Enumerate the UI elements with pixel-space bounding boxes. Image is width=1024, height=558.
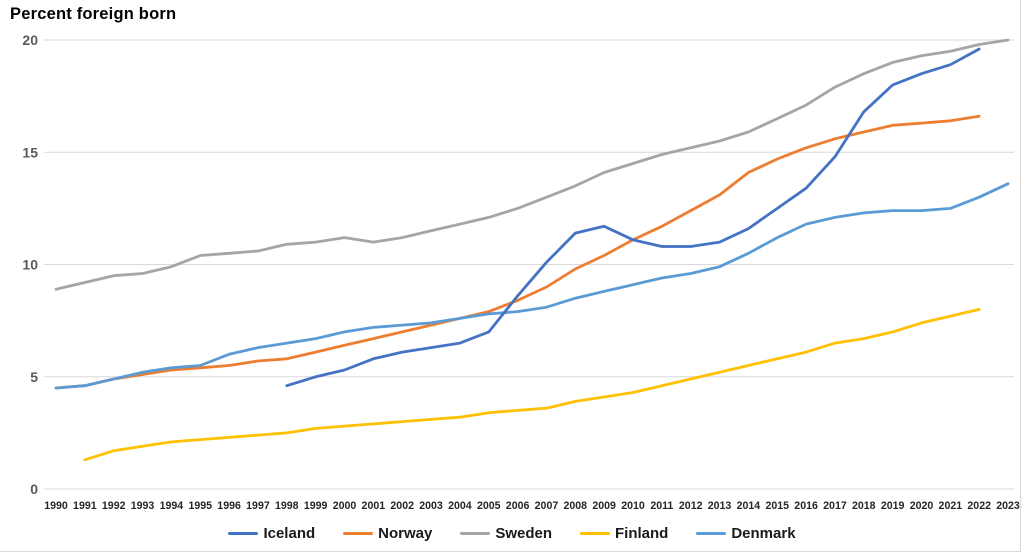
y-tick-label-0: 0	[30, 481, 38, 497]
x-tick-label-2022: 2022	[967, 500, 991, 512]
x-tick-label-2015: 2015	[765, 500, 789, 512]
x-tick-label-1994: 1994	[160, 500, 184, 512]
legend-label: Sweden	[495, 525, 553, 542]
x-tick-label-2006: 2006	[506, 500, 530, 512]
x-tick-label-2016: 2016	[794, 500, 818, 512]
x-tick-label-2011: 2011	[650, 500, 673, 512]
legend-label: Denmark	[731, 525, 796, 542]
legend-swatch-finland	[580, 532, 611, 535]
x-tick-label-2008: 2008	[564, 500, 588, 512]
legend-item-sweden: Sweden	[460, 525, 552, 542]
x-tick-label-2001: 2001	[362, 500, 386, 512]
x-tick-label-1998: 1998	[275, 500, 299, 512]
x-tick-label-2019: 2019	[881, 500, 905, 512]
x-tick-label-1995: 1995	[188, 500, 212, 512]
legend-label: Finland	[615, 525, 669, 542]
legend-label: Iceland	[263, 525, 316, 542]
y-tick-label-15: 15	[22, 144, 38, 160]
x-tick-label-2023: 2023	[996, 500, 1020, 512]
x-tick-label-1999: 1999	[304, 500, 328, 512]
series-line-iceland	[285, 47, 981, 388]
x-tick-label-2000: 2000	[333, 500, 357, 512]
x-tick-label-1996: 1996	[217, 500, 241, 512]
x-tick-label-2018: 2018	[852, 500, 876, 512]
legend-item-iceland: Iceland	[228, 525, 315, 542]
series-line-finland	[83, 307, 981, 462]
legend-label: Norway	[378, 525, 433, 542]
x-tick-label-2003: 2003	[419, 500, 443, 512]
legend-item-finland: Finland	[580, 525, 668, 542]
x-tick-label-2009: 2009	[592, 500, 616, 512]
series-line-denmark	[54, 182, 1010, 390]
legend-swatch-sweden	[460, 532, 491, 535]
x-tick-label-1993: 1993	[131, 500, 155, 512]
x-tick-label-2004: 2004	[448, 500, 472, 512]
legend-swatch-norway	[343, 532, 374, 535]
legend-item-norway: Norway	[343, 525, 432, 542]
y-tick-label-5: 5	[30, 369, 38, 385]
x-tick-label-2017: 2017	[823, 500, 847, 512]
chart-title: Percent foreign born	[10, 5, 177, 23]
legend-swatch-iceland	[228, 532, 259, 535]
x-tick-label-1991: 1991	[73, 500, 97, 512]
series-line-norway	[54, 114, 981, 390]
x-tick-label-2014: 2014	[737, 500, 761, 512]
y-tick-label-10: 10	[22, 257, 38, 273]
x-tick-label-2020: 2020	[910, 500, 934, 512]
x-tick-label-1990: 1990	[44, 500, 68, 512]
legend-swatch-denmark	[696, 532, 727, 535]
x-tick-label-1997: 1997	[246, 500, 270, 512]
x-tick-label-2013: 2013	[708, 500, 732, 512]
y-tick-label-20: 20	[22, 32, 38, 48]
x-tick-label-2007: 2007	[535, 500, 559, 512]
x-tick-label-2005: 2005	[477, 500, 501, 512]
x-tick-label-1992: 1992	[102, 500, 126, 512]
legend-item-denmark: Denmark	[696, 525, 796, 542]
x-tick-label-2012: 2012	[679, 500, 703, 512]
x-tick-label-2002: 2002	[390, 500, 414, 512]
series-line-sweden	[54, 38, 1010, 291]
legend: Iceland Norway Sweden Finland Denmark	[0, 525, 1024, 542]
x-tick-label-2021: 2021	[939, 500, 963, 512]
x-tick-label-2010: 2010	[621, 500, 645, 512]
